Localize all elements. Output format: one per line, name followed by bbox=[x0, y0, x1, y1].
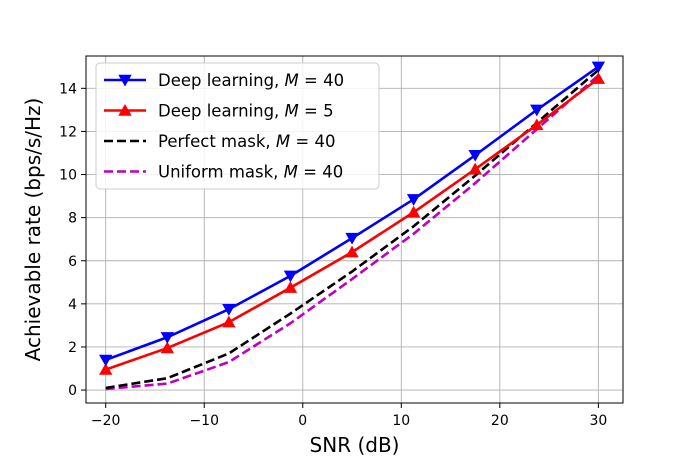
data-point bbox=[406, 205, 421, 218]
series-line bbox=[105, 74, 600, 391]
legend-item: Deep learning, M = 5 bbox=[104, 102, 334, 121]
data-point bbox=[591, 61, 606, 74]
legend-label-prefix: Uniform mask, bbox=[158, 163, 284, 182]
x-axis-label: SNR (dB) bbox=[310, 433, 400, 457]
x-tick-label: −20 bbox=[91, 413, 121, 429]
data-point bbox=[160, 341, 174, 354]
x-tick-label: 20 bbox=[491, 413, 509, 429]
y-tick-label: 4 bbox=[68, 297, 77, 313]
data-point bbox=[222, 304, 236, 316]
series-1 bbox=[99, 72, 606, 375]
y-tick-label: 2 bbox=[68, 340, 77, 356]
data-point bbox=[591, 72, 606, 84]
legend-label-math: M bbox=[284, 163, 298, 182]
data-point bbox=[345, 232, 359, 245]
series-0 bbox=[99, 61, 606, 367]
legend-marker bbox=[118, 74, 132, 87]
legend-label-math: M bbox=[285, 102, 299, 121]
legend-label-prefix: Perfect mask, bbox=[158, 132, 276, 151]
data-point bbox=[406, 194, 421, 206]
legend-item: Perfect mask, M = 40 bbox=[104, 132, 335, 151]
y-axis-label: Achievable rate (bps/s/Hz) bbox=[21, 98, 45, 362]
y-tick-label: 12 bbox=[59, 124, 77, 140]
legend-label-math: M bbox=[276, 132, 290, 151]
y-tick-label: 8 bbox=[68, 211, 77, 227]
series-layer bbox=[99, 61, 606, 391]
axis-ticks: −20 −10 0 10 20 30 0 2 4 6 8 10 12 14 bbox=[59, 81, 607, 429]
data-point bbox=[222, 315, 236, 328]
legend-label-prefix: Deep learning, bbox=[158, 71, 285, 90]
legend-label: Perfect mask, M = 40 bbox=[158, 132, 335, 151]
legend-label: Deep learning, M = 5 bbox=[158, 102, 334, 121]
data-point bbox=[283, 281, 298, 293]
x-tick-label: 0 bbox=[298, 413, 307, 429]
data-point bbox=[99, 363, 113, 375]
legend-label-suffix: = 5 bbox=[299, 102, 334, 121]
legend-label-suffix: = 40 bbox=[298, 163, 343, 182]
x-tick-label: 30 bbox=[589, 413, 607, 429]
legend-item: Deep learning, M = 40 bbox=[104, 71, 344, 90]
legend-label: Uniform mask, M = 40 bbox=[158, 163, 343, 182]
legend-label-prefix: Deep learning, bbox=[158, 102, 285, 121]
legend-label-suffix: = 40 bbox=[299, 71, 344, 90]
data-point bbox=[468, 149, 482, 162]
y-tick-label: 10 bbox=[59, 168, 77, 184]
legend-label: Deep learning, M = 40 bbox=[158, 71, 344, 90]
data-point bbox=[99, 354, 113, 367]
y-tick-label: 0 bbox=[68, 383, 77, 399]
legend-label-math: M bbox=[285, 71, 299, 90]
y-tick-label: 6 bbox=[68, 254, 77, 270]
plot-frame bbox=[85, 55, 624, 404]
legend-marker bbox=[118, 103, 132, 116]
data-point bbox=[283, 270, 298, 283]
data-point bbox=[468, 162, 482, 175]
data-point bbox=[530, 104, 544, 117]
legend-box bbox=[95, 62, 380, 190]
data-point bbox=[530, 118, 544, 131]
data-point bbox=[160, 332, 174, 344]
data-point bbox=[345, 245, 359, 258]
legend-item: Uniform mask, M = 40 bbox=[104, 163, 343, 182]
y-tick-label: 14 bbox=[59, 81, 77, 97]
series-3 bbox=[105, 74, 600, 391]
x-tick-label: −10 bbox=[189, 413, 219, 429]
x-tick-label: 10 bbox=[392, 413, 410, 429]
legend-label-suffix: = 40 bbox=[290, 132, 335, 151]
